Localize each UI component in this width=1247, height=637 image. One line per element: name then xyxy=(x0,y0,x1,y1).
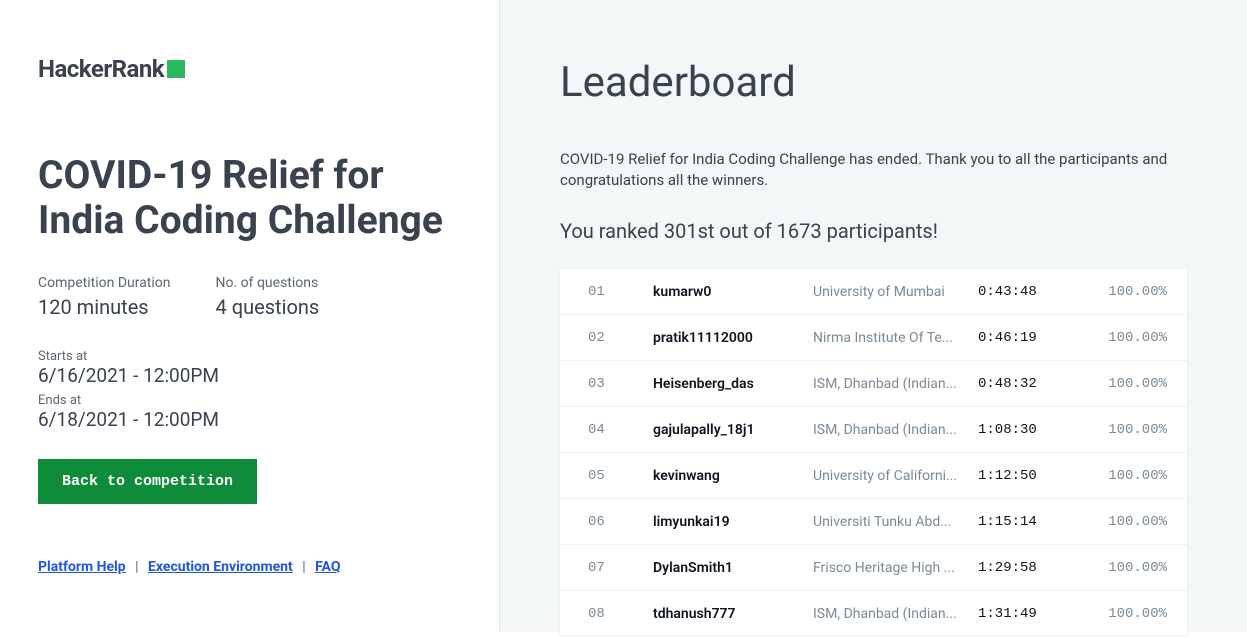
user-cell: DylanSmith1 xyxy=(653,560,813,576)
score-cell: 100.00% xyxy=(1083,422,1167,438)
duration-label: Competition Duration xyxy=(38,275,171,291)
user-cell: tdhanush777 xyxy=(653,606,813,622)
questions-label: No. of questions xyxy=(216,275,320,291)
rank-cell: 05 xyxy=(588,468,653,484)
duration-value: 120 minutes xyxy=(38,295,171,319)
rank-cell: 08 xyxy=(588,606,653,622)
time-cell: 1:15:14 xyxy=(978,514,1083,530)
platform-help-link[interactable]: Platform Help xyxy=(38,559,126,575)
user-cell: kevinwang xyxy=(653,468,813,484)
time-cell: 1:12:50 xyxy=(978,468,1083,484)
footer-links: Platform Help | Execution Environment | … xyxy=(38,559,461,575)
time-cell: 1:31:49 xyxy=(978,606,1083,622)
right-panel: Leaderboard COVID-19 Relief for India Co… xyxy=(499,0,1247,632)
leaderboard-title: Leaderboard xyxy=(560,58,1187,107)
starts-label: Starts at xyxy=(38,349,461,364)
execution-environment-link[interactable]: Execution Environment xyxy=(148,559,293,575)
time-cell: 1:29:58 xyxy=(978,560,1083,576)
score-cell: 100.00% xyxy=(1083,560,1167,576)
rank-cell: 06 xyxy=(588,514,653,530)
separator: | xyxy=(302,559,305,575)
table-row[interactable]: 05kevinwangUniversity of Californi...1:1… xyxy=(560,453,1187,499)
table-row[interactable]: 06limyunkai19Universiti Tunku Abd...1:15… xyxy=(560,499,1187,545)
score-cell: 100.00% xyxy=(1083,514,1167,530)
table-row[interactable]: 07DylanSmith1Frisco Heritage High ...1:2… xyxy=(560,545,1187,591)
rank-cell: 02 xyxy=(588,330,653,346)
ends-label: Ends at xyxy=(38,393,461,408)
institution-cell: ISM, Dhanbad (Indian... xyxy=(813,422,978,438)
dates-block: Starts at 6/16/2021 - 12:00PM Ends at 6/… xyxy=(38,349,461,431)
back-to-competition-button[interactable]: Back to competition xyxy=(38,459,257,504)
table-row[interactable]: 08tdhanush777ISM, Dhanbad (Indian...1:31… xyxy=(560,591,1187,637)
separator: | xyxy=(135,559,138,575)
time-cell: 1:08:30 xyxy=(978,422,1083,438)
leaderboard-table: 01kumarw0University of Mumbai0:43:48100.… xyxy=(560,269,1187,637)
logo-text: HackerRank xyxy=(38,55,164,83)
institution-cell: University of Californi... xyxy=(813,468,978,484)
institution-cell: Universiti Tunku Abd... xyxy=(813,514,978,530)
left-panel: HackerRank COVID-19 Relief for India Cod… xyxy=(0,0,499,632)
starts-value: 6/16/2021 - 12:00PM xyxy=(38,364,461,387)
user-cell: kumarw0 xyxy=(653,284,813,300)
table-row[interactable]: 04gajulapally_18j1ISM, Dhanbad (Indian..… xyxy=(560,407,1187,453)
score-cell: 100.00% xyxy=(1083,606,1167,622)
rank-cell: 01 xyxy=(588,284,653,300)
user-cell: Heisenberg_das xyxy=(653,376,813,392)
faq-link[interactable]: FAQ xyxy=(315,559,340,575)
institution-cell: Nirma Institute Of Te... xyxy=(813,330,978,346)
questions-value: 4 questions xyxy=(216,295,320,319)
user-cell: gajulapally_18j1 xyxy=(653,422,813,438)
time-cell: 0:43:48 xyxy=(978,284,1083,300)
rank-cell: 07 xyxy=(588,560,653,576)
ends-value: 6/18/2021 - 12:00PM xyxy=(38,408,461,431)
rank-message: You ranked 301st out of 1673 participant… xyxy=(560,219,1187,243)
leaderboard-message: COVID-19 Relief for India Coding Challen… xyxy=(560,149,1187,191)
questions-block: No. of questions 4 questions xyxy=(216,275,320,319)
institution-cell: University of Mumbai xyxy=(813,284,978,300)
user-cell: pratik11112000 xyxy=(653,330,813,346)
table-row[interactable]: 01kumarw0University of Mumbai0:43:48100.… xyxy=(560,269,1187,315)
institution-cell: ISM, Dhanbad (Indian... xyxy=(813,606,978,622)
rank-cell: 04 xyxy=(588,422,653,438)
score-cell: 100.00% xyxy=(1083,284,1167,300)
time-cell: 0:46:19 xyxy=(978,330,1083,346)
time-cell: 0:48:32 xyxy=(978,376,1083,392)
table-row[interactable]: 02pratik11112000Nirma Institute Of Te...… xyxy=(560,315,1187,361)
meta-row: Competition Duration 120 minutes No. of … xyxy=(38,275,461,319)
challenge-title: COVID-19 Relief for India Coding Challen… xyxy=(38,153,461,243)
score-cell: 100.00% xyxy=(1083,376,1167,392)
institution-cell: Frisco Heritage High ... xyxy=(813,560,978,576)
score-cell: 100.00% xyxy=(1083,468,1167,484)
score-cell: 100.00% xyxy=(1083,330,1167,346)
user-cell: limyunkai19 xyxy=(653,514,813,530)
rank-cell: 03 xyxy=(588,376,653,392)
table-row[interactable]: 03Heisenberg_dasISM, Dhanbad (Indian...0… xyxy=(560,361,1187,407)
logo-square-icon xyxy=(167,60,185,78)
logo[interactable]: HackerRank xyxy=(38,55,461,83)
institution-cell: ISM, Dhanbad (Indian... xyxy=(813,376,978,392)
duration-block: Competition Duration 120 minutes xyxy=(38,275,171,319)
